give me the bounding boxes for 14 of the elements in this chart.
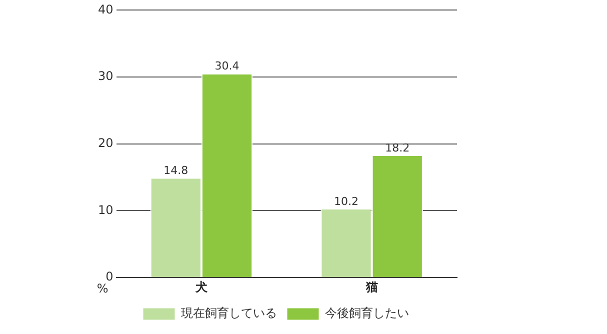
y-tick-label: 30	[98, 69, 114, 84]
data-label: 30.4	[214, 60, 240, 73]
y-axis-title: %	[96, 282, 108, 296]
y-tick-label: 10	[98, 202, 114, 217]
y-tick-label: 20	[98, 136, 114, 150]
legend-label: 現在飼育している	[181, 306, 277, 320]
data-label: 14.8	[164, 164, 188, 178]
y-tick-label: 0	[106, 270, 114, 284]
x-tick-label: 猫	[364, 280, 378, 294]
data-label: 10.2	[334, 194, 359, 208]
data-label: 18.2	[385, 141, 410, 154]
x-tick-label: 犬	[194, 280, 208, 294]
y-tick-label: 40	[98, 2, 114, 16]
legend-label: 今後飼育したい	[325, 306, 409, 320]
